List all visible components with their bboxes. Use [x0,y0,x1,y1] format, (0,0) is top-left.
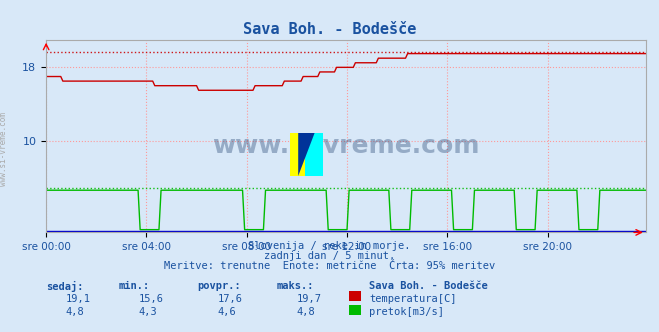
Text: min.:: min.: [119,281,150,290]
Text: temperatura[C]: temperatura[C] [369,294,457,304]
Text: Sava Boh. - Bodešče: Sava Boh. - Bodešče [243,22,416,37]
Text: sedaj:: sedaj: [46,281,84,291]
Text: 19,7: 19,7 [297,294,322,304]
Text: zadnji dan / 5 minut.: zadnji dan / 5 minut. [264,251,395,261]
Text: www.si-vreme.com: www.si-vreme.com [212,134,480,158]
Text: Slovenija / reke in morje.: Slovenija / reke in morje. [248,241,411,251]
Text: 4,3: 4,3 [138,307,157,317]
Text: 4,6: 4,6 [217,307,236,317]
Polygon shape [304,133,323,176]
Polygon shape [298,133,314,176]
Text: 4,8: 4,8 [66,307,84,317]
Text: Sava Boh. - Bodešče: Sava Boh. - Bodešče [369,281,488,290]
Text: 4,8: 4,8 [297,307,315,317]
Text: 19,1: 19,1 [66,294,91,304]
Bar [349,305,361,315]
Text: maks.:: maks.: [277,281,314,290]
Text: 17,6: 17,6 [217,294,243,304]
Bar [349,291,361,301]
Text: 15,6: 15,6 [138,294,163,304]
Text: pretok[m3/s]: pretok[m3/s] [369,307,444,317]
Text: www.si-vreme.com: www.si-vreme.com [0,113,8,186]
Text: Meritve: trenutne  Enote: metrične  Črta: 95% meritev: Meritve: trenutne Enote: metrične Črta: … [164,261,495,271]
Text: povpr.:: povpr.: [198,281,241,290]
